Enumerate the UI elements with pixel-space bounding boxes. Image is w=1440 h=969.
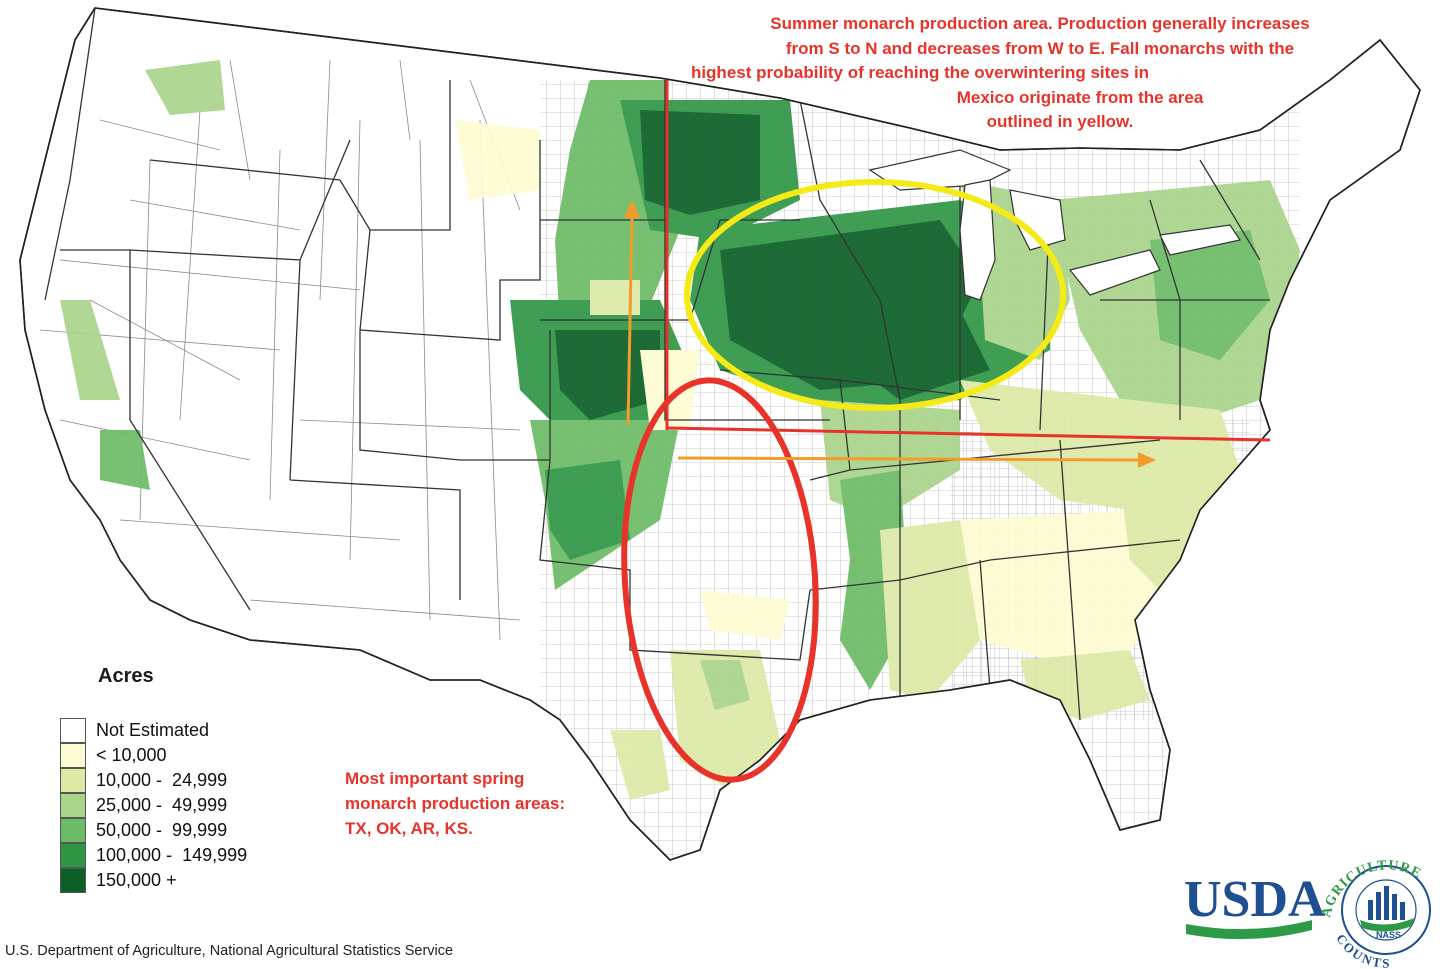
summer-note-line: highest probability of reaching the over…: [690, 63, 1150, 82]
summer-note-line: outlined in yellow.: [986, 112, 1134, 131]
great-lakes: [868, 149, 1241, 301]
legend-label: 50,000 - 99,999: [96, 820, 228, 840]
source-credit: U.S. Department of Agriculture, National…: [5, 943, 454, 959]
nass-seal-swoosh: [1360, 918, 1414, 932]
acres-legend: Acres Not Estimated < 10,000 10,000 - 24…: [60, 665, 320, 905]
summer-note-line: Mexico originate from the area: [956, 87, 1204, 107]
legend-item: 10,000 - 24,999: [60, 767, 320, 793]
legend-label: 25,000 - 49,999: [96, 795, 228, 815]
arrow-east-icon: [677, 452, 1156, 468]
usda-nass-logo: USDA NASS AGRICULTURE COUNTS: [1184, 858, 1431, 969]
spring-production-note: Most important spring monarch production…: [345, 766, 645, 841]
legend-title: Acres: [98, 665, 154, 687]
spring-note-line: Most important spring: [345, 769, 525, 788]
summer-note-line: Summer monarch production area. Producti…: [770, 14, 1310, 33]
legend-item: 100,000 - 149,999: [60, 842, 320, 868]
legend-swatch: [60, 868, 86, 893]
legend-label: Not Estimated: [96, 720, 210, 740]
legend-swatch: [60, 843, 86, 868]
legend-item: 50,000 - 99,999: [60, 817, 320, 843]
summer-production-note: Summer monarch production area. Producti…: [690, 12, 1390, 135]
arrow-north-icon: [624, 200, 640, 426]
legend-item: 150,000 +: [60, 867, 320, 893]
legend-swatch: [60, 718, 86, 743]
legend-label: 10,000 - 24,999: [96, 770, 228, 790]
legend-item: 25,000 - 49,999: [60, 792, 320, 818]
summer-note-line: from S to N and decreases from W to E. F…: [785, 38, 1295, 58]
legend-label: 100,000 - 149,999: [96, 845, 248, 865]
nass-barchart-icon: [1368, 886, 1405, 920]
state-borders: [44, 8, 1270, 721]
red-outline-spring-area: [621, 377, 819, 783]
western-counties: [39, 59, 521, 641]
legend-swatch: [60, 768, 86, 793]
analysis-overlay: [621, 80, 1271, 783]
legend-swatch: [60, 793, 86, 818]
legend-swatch: [60, 743, 86, 768]
usda-wordmark: USDA: [1184, 871, 1326, 928]
spring-note-line: TX, OK, AR, KS.: [345, 819, 473, 838]
yellow-outline-fall-monarch-area: [684, 179, 1066, 411]
red-divider-horizontal: [666, 426, 1271, 442]
legend-item: < 10,000: [60, 742, 320, 768]
legend-swatch: [60, 818, 86, 843]
legend-item: Not Estimated: [60, 717, 320, 743]
usda-swoosh: [1186, 920, 1312, 940]
legend-label: 150,000 +: [96, 870, 177, 890]
spring-note-line: monarch production areas:: [345, 794, 566, 813]
nass-badge: NASS: [1376, 930, 1401, 940]
legend-label: < 10,000: [96, 745, 167, 765]
